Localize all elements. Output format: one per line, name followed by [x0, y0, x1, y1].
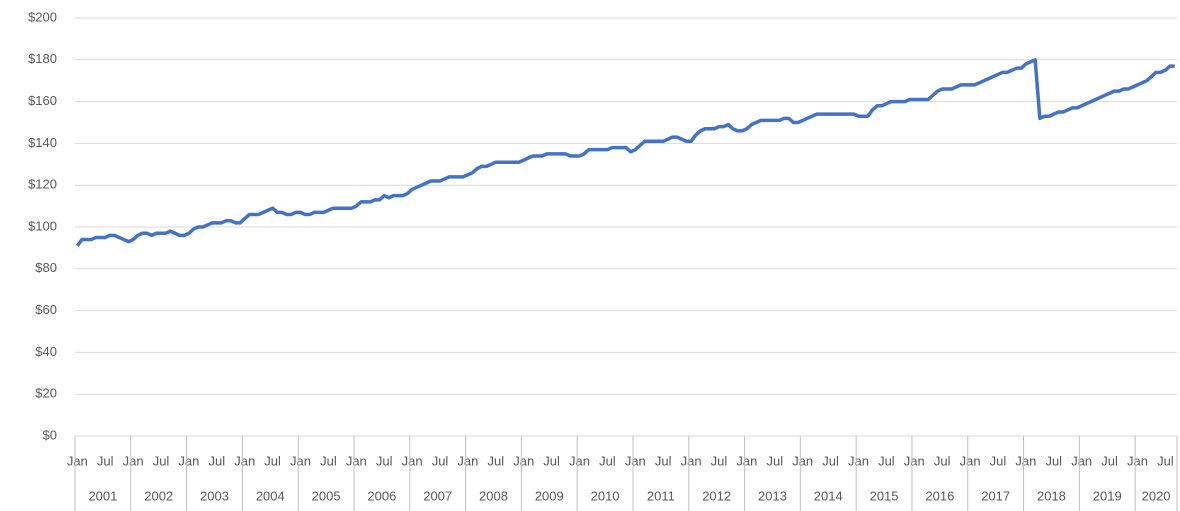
y-tick-label: $40 — [35, 344, 57, 359]
x-tick-label: Jul — [599, 453, 616, 468]
x-tick-label: Jul — [320, 453, 337, 468]
year-label: 2004 — [256, 488, 285, 503]
x-tick-label: Jan — [569, 453, 590, 468]
year-label: 2016 — [925, 488, 954, 503]
year-label: 2005 — [312, 488, 341, 503]
x-tick-label: Jul — [487, 453, 504, 468]
x-tick-label: Jul — [934, 453, 951, 468]
x-tick-label: Jan — [346, 453, 367, 468]
x-tick-label: Jan — [1071, 453, 1092, 468]
x-tick-label: Jan — [848, 453, 869, 468]
y-tick-label: $120 — [28, 177, 57, 192]
year-label: 2013 — [758, 488, 787, 503]
x-tick-label: Jul — [1101, 453, 1118, 468]
x-tick-label: Jan — [234, 453, 255, 468]
x-tick-label: Jan — [625, 453, 646, 468]
year-label: 2011 — [647, 488, 675, 503]
year-label: 2007 — [423, 488, 452, 503]
year-label: 2009 — [535, 488, 564, 503]
x-tick-label: Jul — [97, 453, 114, 468]
y-tick-label: $160 — [28, 93, 57, 108]
y-tick-label: $180 — [28, 51, 57, 66]
year-label: 2018 — [1037, 488, 1066, 503]
y-tick-label: $20 — [35, 386, 57, 401]
y-tick-label: $140 — [28, 135, 57, 150]
y-tick-label: $100 — [28, 218, 57, 233]
x-tick-label: Jan — [123, 453, 144, 468]
x-tick-label: Jul — [543, 453, 560, 468]
x-tick-label: Jan — [904, 453, 925, 468]
x-tick-label: Jul — [878, 453, 895, 468]
x-tick-label: Jan — [178, 453, 199, 468]
x-tick-label: Jan — [960, 453, 981, 468]
x-tick-label: Jan — [681, 453, 702, 468]
x-tick-label: Jan — [1015, 453, 1036, 468]
x-tick-label: Jul — [1045, 453, 1062, 468]
x-tick-label: Jul — [264, 453, 281, 468]
year-label: 2010 — [591, 488, 620, 503]
x-tick-label: Jul — [153, 453, 170, 468]
y-tick-label: $60 — [35, 302, 57, 317]
x-tick-label: Jan — [513, 453, 534, 468]
line-series — [75, 58, 1175, 247]
x-tick-label: Jul — [1157, 453, 1174, 468]
x-tick-label: Jan — [290, 453, 311, 468]
y-tick-label: $200 — [28, 9, 57, 24]
x-tick-label: Jan — [792, 453, 813, 468]
x-tick-label: Jul — [766, 453, 783, 468]
year-label: 2015 — [870, 488, 899, 503]
x-tick-label: Jul — [822, 453, 839, 468]
x-tick-label: Jan — [1127, 453, 1148, 468]
year-label: 2006 — [367, 488, 396, 503]
x-tick-label: Jul — [432, 453, 449, 468]
year-label: 2017 — [981, 488, 1010, 503]
x-tick-label: Jan — [402, 453, 423, 468]
year-label: 2014 — [814, 488, 843, 503]
x-tick-label: Jul — [209, 453, 226, 468]
year-label: 2020 — [1142, 488, 1171, 503]
x-tick-label: Jul — [655, 453, 672, 468]
x-tick-label: Jul — [711, 453, 728, 468]
year-label: 2002 — [144, 488, 173, 503]
year-label: 2012 — [702, 488, 731, 503]
x-tick-label: Jul — [990, 453, 1007, 468]
x-tick-label: Jan — [736, 453, 757, 468]
x-tick-label: Jan — [457, 453, 478, 468]
year-label: 2001 — [88, 488, 117, 503]
year-label: 2008 — [479, 488, 508, 503]
year-label: 2003 — [200, 488, 229, 503]
y-tick-label: $0 — [43, 427, 57, 442]
x-tick-label: Jul — [376, 453, 393, 468]
x-tick-label: Jan — [67, 453, 88, 468]
year-label: 2019 — [1093, 488, 1122, 503]
y-tick-label: $80 — [35, 260, 57, 275]
